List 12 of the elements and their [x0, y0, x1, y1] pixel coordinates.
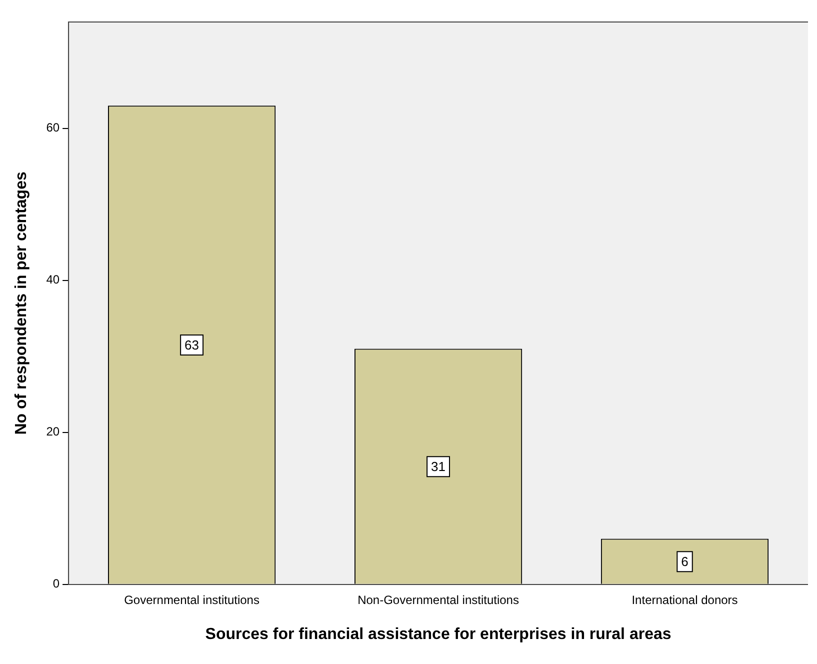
data-label: 31	[431, 459, 446, 474]
y-tick-label: 40	[46, 272, 60, 287]
y-tick-label: 20	[46, 424, 60, 439]
y-axis-title: No of respondents in per centages	[13, 172, 30, 435]
data-label: 63	[184, 338, 200, 353]
y-tick-label: 60	[46, 120, 60, 135]
data-label: 6	[681, 554, 688, 570]
x-tick-label: Non-Governmental institutions	[358, 592, 519, 607]
x-tick-label: International donors	[632, 592, 738, 607]
x-tick-label: Governmental institutions	[124, 592, 260, 607]
y-tick-label: 0	[52, 576, 60, 591]
x-axis-title: Sources for financial assistance for enterprises in rural areas	[205, 626, 672, 643]
